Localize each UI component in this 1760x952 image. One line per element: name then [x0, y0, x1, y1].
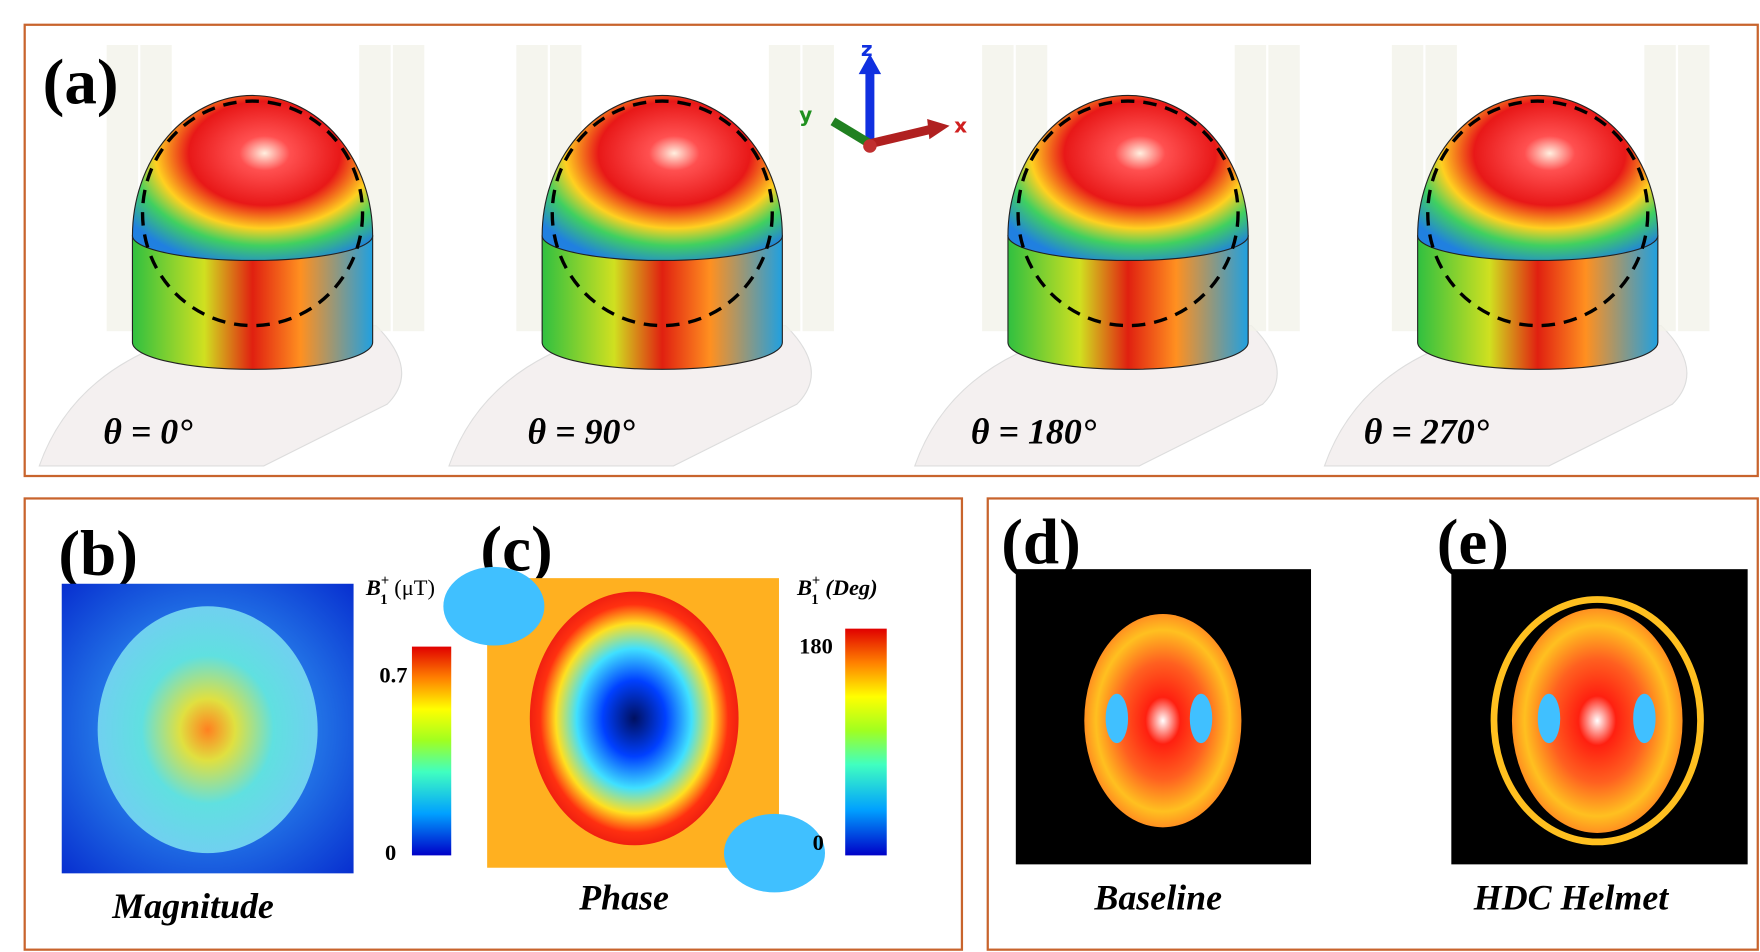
phase-map: [443, 566, 825, 893]
caption: HDC Helmet: [1473, 877, 1669, 917]
colorbar: [845, 628, 887, 856]
panel-label: (b): [58, 518, 138, 590]
panel-label: (d): [1001, 507, 1081, 579]
dome: [1007, 95, 1249, 262]
colorbar-tick: 0.7: [379, 663, 407, 688]
colorbar-tick: 0: [385, 840, 396, 865]
dome: [1417, 95, 1659, 262]
colorbar: [411, 646, 452, 856]
map-region: [723, 813, 825, 893]
unit: (Deg): [825, 575, 877, 600]
caption: Phase: [578, 877, 669, 917]
symbol: B: [365, 575, 381, 600]
head-view: θ = 90°: [448, 44, 834, 467]
colorbar-title: B+ 1 (μT): [365, 573, 435, 608]
panel-label: (e): [1437, 507, 1509, 579]
head-region: [97, 606, 318, 854]
cylinder: [1007, 235, 1249, 370]
x-arrow: [868, 124, 933, 149]
current-path: [1016, 99, 1240, 328]
current-path: [1426, 99, 1650, 328]
caption: Magnitude: [111, 886, 274, 926]
unit: (μT): [394, 575, 435, 600]
head-region: [529, 591, 739, 846]
head-view: θ = 180°: [914, 44, 1300, 467]
helmet-ring: [1490, 596, 1704, 846]
coil-panel: [802, 44, 834, 332]
angle-label: θ = 0°: [103, 411, 193, 451]
origin: [863, 139, 877, 153]
brain-region: [1189, 693, 1213, 744]
panel-frame: [23, 23, 1759, 478]
subscript: 1: [811, 592, 818, 608]
head-models: θ = 0° θ = 90° θ = 180° θ = 270°: [38, 44, 1710, 467]
colorbar-tick: 0: [813, 830, 824, 855]
brain-region: [1511, 608, 1683, 833]
y-arrow: [830, 117, 873, 148]
map-region: [443, 566, 545, 646]
axis-triad: z y x: [799, 37, 967, 153]
magnitude-map: [61, 583, 354, 874]
cylinder: [1417, 235, 1659, 370]
colorbar-tick: 180: [799, 633, 833, 658]
angle-label: θ = 270°: [1364, 411, 1490, 451]
superscript: +: [812, 573, 820, 589]
head-view: θ = 0°: [38, 44, 425, 467]
coil-panel: [392, 44, 425, 332]
head-view: θ = 270°: [1323, 44, 1710, 467]
cylinder: [131, 235, 374, 370]
brain-region: [1084, 614, 1242, 828]
angle-label: θ = 90°: [528, 411, 636, 451]
coil-panel: [1678, 44, 1710, 332]
superscript: +: [381, 573, 389, 589]
subscript: 1: [380, 592, 387, 608]
x-arrowhead: [927, 119, 950, 140]
symbol: B: [796, 575, 812, 600]
caption: Baseline: [1093, 877, 1222, 917]
colorbar-title: B+ 1 (Deg): [796, 573, 878, 608]
brain-region: [1105, 693, 1129, 744]
axis-label: x: [954, 114, 967, 138]
dome: [541, 95, 783, 262]
angle-label: θ = 180°: [971, 411, 1097, 451]
current-path: [550, 99, 774, 328]
current-path: [140, 99, 365, 328]
cylinder: [541, 235, 783, 370]
brain-region: [1537, 693, 1561, 744]
panel-label: (a): [43, 46, 119, 118]
panel-frame: [986, 497, 1759, 951]
panel-frame: [23, 497, 964, 951]
brain-region: [1633, 693, 1656, 744]
axis-label: y: [799, 102, 812, 126]
coil-panel: [1268, 44, 1300, 332]
dome: [131, 95, 374, 262]
axis-label: z: [861, 37, 873, 61]
z-arrowhead: [858, 53, 882, 75]
